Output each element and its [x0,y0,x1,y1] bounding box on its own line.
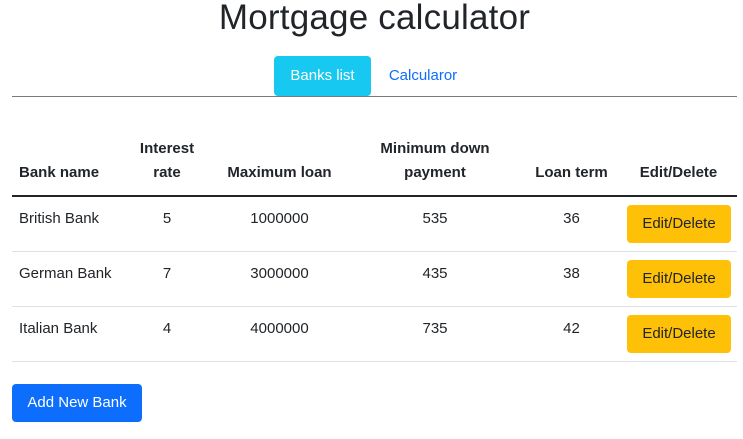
cell-maximum-loan: 1000000 [212,196,347,252]
table-row: British Bank 5 1000000 535 36 Edit/Delet… [12,196,737,252]
cell-action: Edit/Delete [620,251,737,307]
cell-maximum-loan: 3000000 [212,251,347,307]
cell-bank-name: Italian Bank [12,306,122,362]
table-header-row: Bank name Interest rate Maximum loan Min… [12,132,737,197]
edit-delete-button[interactable]: Edit/Delete [627,205,731,243]
nav-tabs: Banks list Calcularor [12,56,737,97]
add-new-bank-button[interactable]: Add New Bank [12,384,142,422]
banks-table: Bank name Interest rate Maximum loan Min… [12,132,737,362]
tab-calculator[interactable]: Calcularor [388,67,458,84]
cell-loan-term: 38 [523,251,620,307]
cell-interest-rate: 5 [122,196,212,252]
cell-interest-rate: 4 [122,306,212,362]
cell-action: Edit/Delete [620,196,737,252]
header-edit-delete: Edit/Delete [620,132,737,197]
table-row: Italian Bank 4 4000000 735 42 Edit/Delet… [12,306,737,362]
cell-interest-rate: 7 [122,251,212,307]
header-bank-name: Bank name [12,132,122,197]
cell-minimum-down-payment: 435 [347,251,523,307]
header-interest-rate: Interest rate [122,132,212,197]
header-loan-term: Loan term [523,132,620,197]
edit-delete-button[interactable]: Edit/Delete [627,315,731,353]
cell-bank-name: German Bank [12,251,122,307]
table-row: German Bank 7 3000000 435 38 Edit/Delete [12,251,737,307]
cell-loan-term: 42 [523,306,620,362]
page-title: Mortgage calculator [218,0,531,37]
header-minimum-down-payment: Minimum down payment [347,132,523,197]
header-maximum-loan: Maximum loan [212,132,347,197]
cell-minimum-down-payment: 535 [347,196,523,252]
cell-maximum-loan: 4000000 [212,306,347,362]
tab-banks-list[interactable]: Banks list [274,56,371,96]
edit-delete-button[interactable]: Edit/Delete [627,260,731,298]
cell-action: Edit/Delete [620,306,737,362]
cell-bank-name: British Bank [12,196,122,252]
cell-minimum-down-payment: 735 [347,306,523,362]
cell-loan-term: 36 [523,196,620,252]
